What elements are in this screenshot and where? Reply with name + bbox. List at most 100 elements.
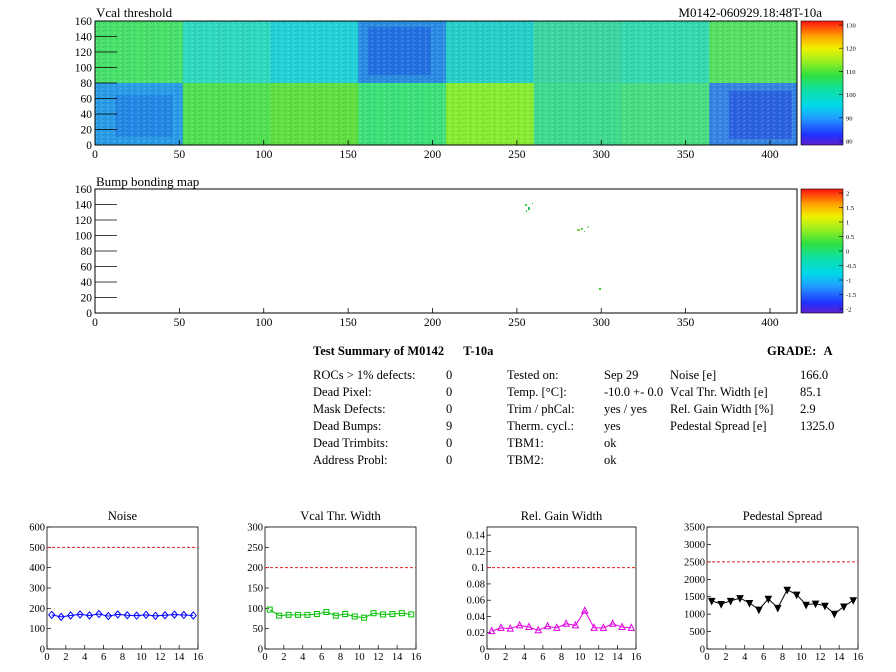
defect-label: ROCs > 1% defects: [313, 368, 416, 382]
x-tick-label: 4 [82, 652, 88, 663]
defect-label: Mask Defects: [313, 402, 386, 416]
result-label: Rel. Gain Width [%] [670, 402, 774, 416]
y-tick-label: 2000 [684, 575, 705, 586]
result-value: 1325.0 [800, 419, 835, 433]
defect-row: Dead Pixel: [313, 384, 416, 401]
palette-tick-label: 130 [846, 23, 856, 30]
data-point [295, 611, 302, 618]
x-tick-label: 350 [677, 149, 695, 161]
data-point [525, 622, 533, 631]
data-point [618, 622, 626, 631]
y-tick-label: 0 [40, 645, 45, 656]
y-tick-label: 20 [81, 293, 93, 305]
x-tick-label: 4 [522, 652, 528, 663]
palette-tick-label: 100 [846, 92, 856, 99]
data-point [608, 619, 617, 627]
y-tick-label: 0.14 [467, 531, 486, 542]
y-tick-label: 60 [81, 94, 93, 106]
data-point [783, 586, 792, 595]
data-point [342, 611, 349, 618]
module-id-label: M0142-060929.18:48T-10a [678, 5, 822, 20]
data-point [85, 611, 94, 620]
data-point [792, 591, 801, 600]
data-point [313, 611, 320, 618]
x-tick-label: 200 [424, 149, 442, 161]
y-tick-label: 100 [75, 63, 93, 75]
data-point [323, 608, 330, 615]
map1-texture [95, 21, 797, 145]
y-tick-label: 50 [253, 624, 264, 635]
defect-label: Dead Trimbits: [313, 436, 389, 450]
palette-tick-label: -2 [846, 307, 851, 314]
dead-bump-mark [587, 226, 589, 228]
x-tick-label: 16 [631, 652, 642, 663]
data-point [562, 619, 570, 627]
data-point [95, 609, 103, 619]
x-tick-label: 2 [63, 652, 68, 663]
y-tick-label: 400 [29, 563, 45, 574]
x-tick-label: 2 [281, 652, 286, 663]
data-point [151, 611, 160, 621]
defects-table: ROCs > 1% defects: Dead Pixel: Mask Defe… [313, 367, 416, 469]
x-tick-label: 400 [761, 317, 779, 329]
palette-tick-label: 0 [846, 249, 849, 256]
condition-label: TBM2: [507, 453, 544, 467]
data-point [802, 601, 810, 610]
dead-bump-mark [525, 204, 527, 206]
data-point [285, 611, 292, 618]
vcal-threshold-map: Vcal threshold M0142-060929.18:48T-10a 0… [75, 5, 856, 161]
series-line [51, 613, 194, 618]
map2-x-axis: 0 50 100 150 200 250 300 350 400 [92, 308, 779, 329]
map1-palette-axis: 80 90 100 110 120 130 [839, 23, 856, 146]
results-values: 166.0 85.1 2.9 1325.0 [800, 367, 834, 435]
data-point [57, 612, 65, 622]
defect-value: 9 [446, 419, 453, 433]
results-labels: Noise [e] Vcal Thr. Width [e] Rel. Gain … [670, 367, 773, 435]
x-tick-label: 6 [101, 652, 106, 663]
chart-frame [46, 526, 199, 650]
x-tick-label: 8 [338, 652, 343, 663]
defects-values: 0 0 0 9 0 0 [446, 367, 452, 469]
chart-panel: Noise 0 100 200 300 400 500 600 0 2 4 6 8 10 12 14 16 [29, 509, 203, 663]
x-tick-label: 6 [540, 652, 545, 663]
defect-value: 0 [446, 368, 453, 382]
chart-title: Noise [108, 509, 138, 523]
data-point [142, 610, 150, 620]
data-point [370, 610, 377, 617]
y-tick-label: 200 [247, 563, 263, 574]
x-tick-label: 4 [742, 652, 748, 663]
summary-title: Test Summary of M0142 T-10a [313, 343, 493, 360]
dead-bump-mark [532, 203, 533, 204]
x-tick-label: 12 [594, 652, 605, 663]
data-point [379, 611, 386, 618]
data-point [132, 611, 141, 620]
x-tick-label: 4 [300, 652, 306, 663]
map1-title: Vcal threshold [96, 5, 173, 20]
data-point [48, 610, 56, 620]
defect-row: Dead Bumps: [313, 418, 416, 435]
data-point [351, 613, 358, 620]
y-tick-label: 500 [689, 627, 705, 638]
defect-row: Dead Trimbits: [313, 435, 416, 452]
x-tick-label: 250 [508, 317, 526, 329]
y-tick-label: 300 [247, 523, 263, 534]
data-point [811, 600, 820, 609]
data-point [497, 623, 505, 631]
map1-y-axis: 0 20 40 60 80 100 120 140 160 [75, 16, 117, 152]
y-tick-label: 40 [81, 109, 93, 121]
data-point [764, 595, 773, 604]
data-point [114, 610, 122, 619]
y-tick-label: 100 [29, 624, 45, 635]
data-point [276, 612, 283, 619]
dead-bump-mark [577, 229, 580, 231]
y-tick-label: 0.08 [467, 579, 485, 590]
data-point [627, 623, 636, 631]
condition-label: Therm. cycl.: [507, 419, 574, 433]
defect-value: 0 [446, 402, 453, 416]
y-tick-label: 250 [247, 543, 263, 554]
y-tick-label: 1000 [684, 610, 705, 621]
condition-value: ok [604, 436, 617, 450]
x-tick-label: 12 [373, 652, 384, 663]
data-point [170, 610, 179, 619]
